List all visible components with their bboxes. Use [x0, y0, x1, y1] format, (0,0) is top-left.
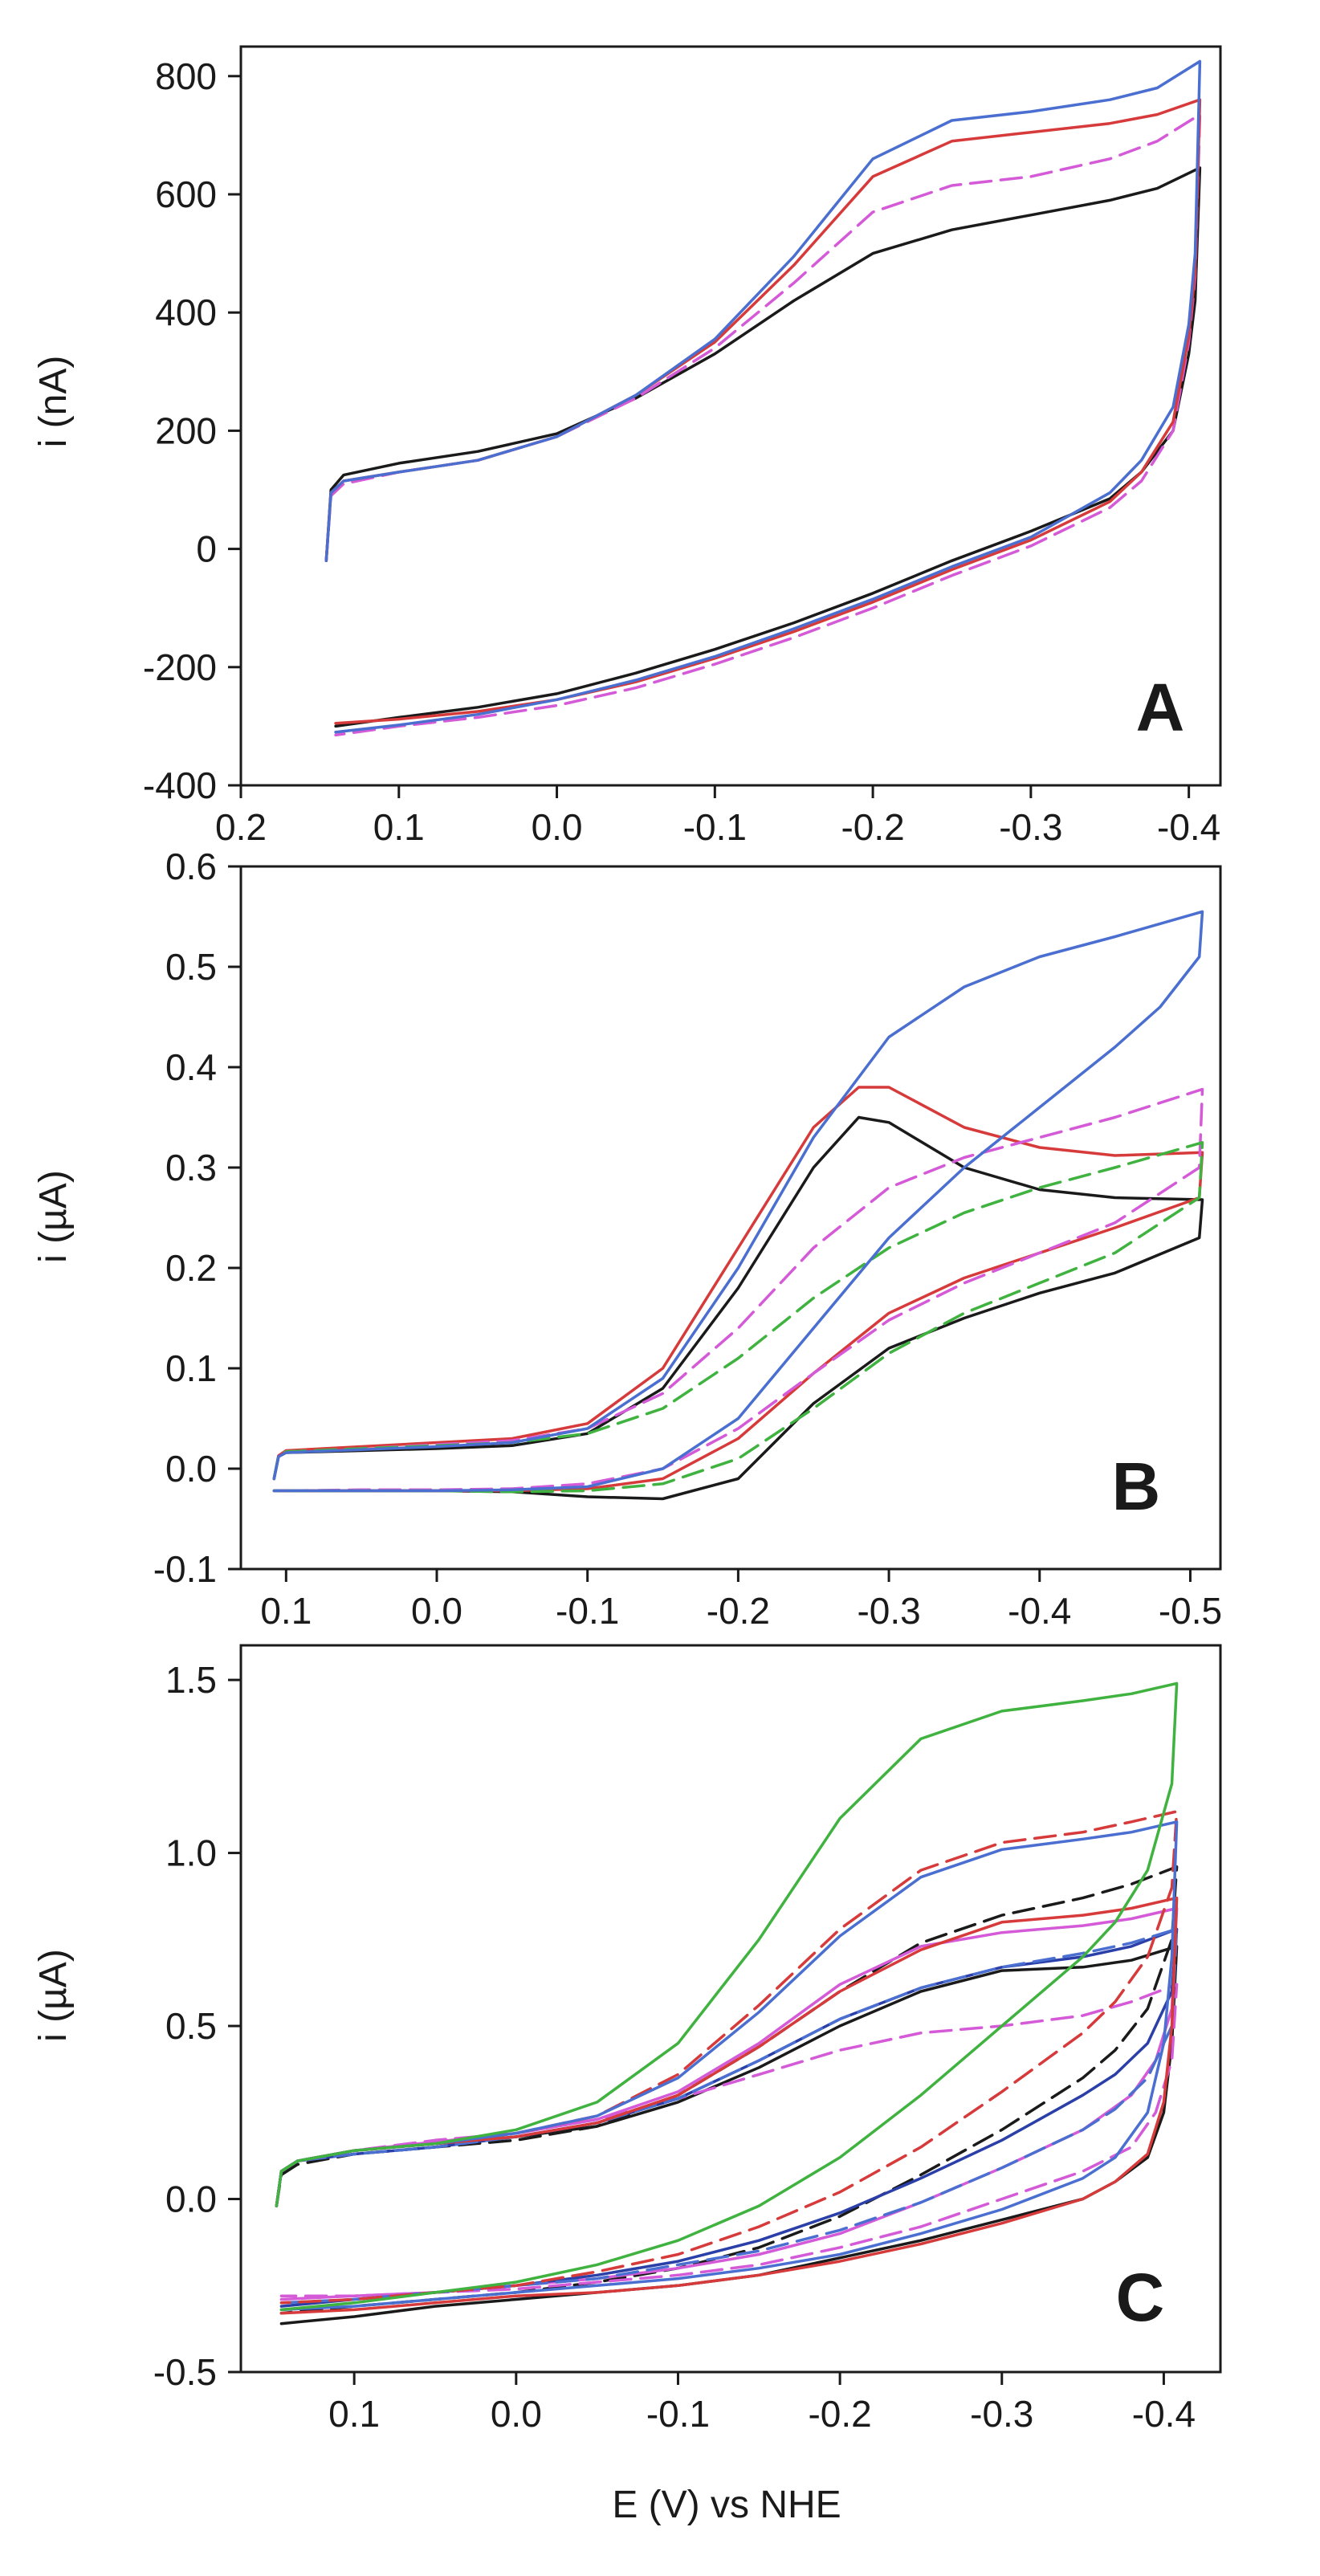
panel-c: i (µA) -0.5 0.0 0.5 1.0 1.5 0.1 0.0 -0.1 -0.2 -0…	[32, 1644, 1222, 2435]
panel-b-x-ticks: 0.1 0.0 -0.1 -0.2 -0.3 -0.4 -0.5	[260, 1569, 1222, 1632]
panel-b-ytick-label: 0.2	[165, 1247, 217, 1289]
panel-c-xtick-label: 0.0	[491, 2393, 542, 2435]
panel-a-ytick-label: 600	[155, 173, 217, 215]
panel-a-xtick-label: 0.2	[215, 806, 267, 848]
panel-b-xtick-label: -0.5	[1159, 1590, 1222, 1632]
panel-a-ytick-label: -400	[143, 764, 217, 806]
panel-b-y-ticks: -0.1 0.0 0.1 0.2 0.3 0.4 0.5 0.6	[153, 846, 241, 1590]
panel-b-ytick-label: 0.0	[165, 1448, 217, 1490]
panel-b-series-blue	[272, 910, 1204, 1493]
panel-a-ytick-label: 400	[155, 291, 217, 333]
panel-c-ytick-label: 0.0	[165, 2179, 217, 2220]
panel-a-ytick-label: 0	[196, 528, 217, 570]
panel-a-series	[324, 59, 1202, 737]
panel-a-series-blue	[324, 59, 1202, 734]
panel-c-xtick-label: 0.1	[328, 2393, 380, 2435]
panel-c-xtick-label: -0.3	[970, 2393, 1033, 2435]
panel-b-xtick-label: -0.2	[707, 1590, 770, 1632]
panel-b-series-black	[272, 1115, 1204, 1501]
panel-a-ytick-label: -200	[143, 646, 217, 688]
panel-b-ytick-label: 0.1	[165, 1347, 217, 1389]
panel-b-xtick-label: 0.1	[260, 1590, 312, 1632]
panel-c-x-ticks: 0.1 0.0 -0.1 -0.2 -0.3 -0.4	[328, 2372, 1196, 2435]
panel-c-xtick-label: -0.2	[808, 2393, 871, 2435]
panel-c-xtick-label: -0.4	[1132, 2393, 1196, 2435]
x-axis-title: E (V) vs NHE	[612, 2484, 841, 2526]
panel-a-x-ticks: 0.2 0.1 0.0 -0.1 -0.2 -0.3 -0.4	[215, 785, 1220, 848]
panel-b-series	[272, 910, 1204, 1501]
panel-c-frame	[239, 1644, 1222, 2374]
panel-c-xtick-label: -0.1	[646, 2393, 710, 2435]
panel-b-letter: B	[1112, 1449, 1161, 1524]
panel-a-xtick-label: -0.1	[683, 806, 747, 848]
panel-b-frame	[239, 865, 1222, 1571]
panel-b-xtick-label: -0.4	[1008, 1590, 1071, 1632]
panel-a: i (nA) -400 -200 0 200 400 600 800 0.2 0.1 0.0 -0…	[32, 45, 1222, 848]
panel-c-series-blue	[275, 1820, 1179, 2312]
panel-b-xtick-label: -0.1	[556, 1590, 619, 1632]
panel-a-y-ticks: -400 -200 0 200 400 600 800	[143, 55, 241, 806]
panel-a-xtick-label: -0.3	[999, 806, 1062, 848]
panel-a-xtick-label: 0.1	[373, 806, 425, 848]
panel-c-series-red	[275, 1896, 1179, 2315]
panel-c-y-ticks: -0.5 0.0 0.5 1.0 1.5	[153, 1659, 241, 2393]
panel-c-ylabel: i (µA)	[32, 1949, 75, 2042]
panel-c-ytick-label: 1.0	[165, 1832, 217, 1874]
panel-b-ytick-label: -0.1	[153, 1548, 217, 1590]
panel-a-xtick-label: -0.4	[1157, 806, 1220, 848]
panel-a-xtick-label: -0.2	[841, 806, 904, 848]
panel-c-ytick-label: -0.5	[153, 2351, 217, 2393]
panel-b-xtick-label: 0.0	[411, 1590, 462, 1632]
panel-b-ytick-label: 0.4	[165, 1046, 217, 1088]
panel-a-xtick-label: 0.0	[532, 806, 583, 848]
panel-b: i (µA) -0.10.00.10.20.30.40.50.6 0.1 0.0-…	[32, 846, 1222, 1632]
panel-c-series-green	[275, 1681, 1179, 2312]
panel-a-letter: A	[1136, 670, 1185, 745]
panel-a-ytick-label: 800	[155, 55, 217, 97]
panel-b-ylabel: i (µA)	[32, 1170, 75, 1263]
panel-b-ytick-label: 0.6	[165, 846, 217, 887]
panel-a-frame	[239, 45, 1222, 787]
panel-a-ytick-label: 200	[155, 410, 217, 451]
panel-c-ytick-label: 1.5	[165, 1659, 217, 1701]
panel-b-series-magenta-dashed	[272, 1087, 1204, 1493]
panel-c-ytick-label: 0.5	[165, 2005, 217, 2047]
panel-c-series	[275, 1681, 1179, 2325]
panel-c-letter: C	[1116, 2260, 1165, 2335]
panel-b-xtick-label: -0.3	[857, 1590, 920, 1632]
panel-b-ytick-label: 0.5	[165, 946, 217, 988]
panel-b-ytick-label: 0.3	[165, 1147, 217, 1188]
panel-a-ylabel: i (nA)	[32, 356, 75, 448]
